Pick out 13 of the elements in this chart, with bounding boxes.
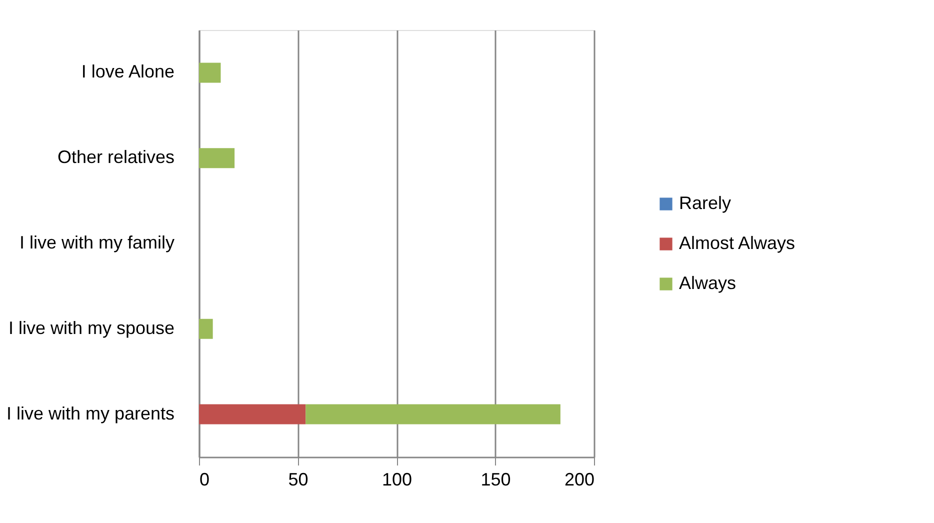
x-tick-label: 50	[288, 470, 308, 490]
legend-label: Always	[679, 273, 736, 293]
y-tick-label: I live with my family	[19, 232, 174, 252]
legend-label: Almost Always	[679, 233, 796, 253]
y-tick-label: Other relatives	[57, 147, 174, 168]
legend-label: Rarely	[679, 193, 732, 213]
x-tick-label: 100	[382, 470, 412, 490]
x-tick-label: 150	[480, 470, 511, 490]
x-tick-label: 200	[564, 470, 594, 490]
y-tick-label: I live with my parents	[6, 403, 174, 424]
y-tick-label: I live with my spouse	[8, 318, 174, 338]
x-tick-label: 0	[200, 470, 210, 490]
y-tick-label: I love Alone	[81, 62, 174, 82]
